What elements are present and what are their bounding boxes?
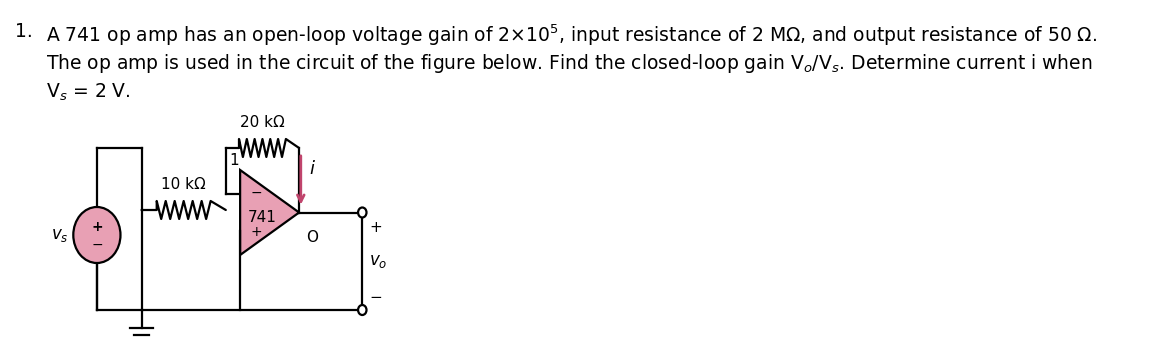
Text: $v_o$: $v_o$ — [369, 252, 387, 270]
Text: 741: 741 — [249, 210, 277, 225]
Text: $i$: $i$ — [310, 160, 317, 178]
Text: A 741 op amp has an open-loop voltage gain of 2$\times$10$^5$, input resistance : A 741 op amp has an open-loop voltage ga… — [47, 22, 1098, 48]
Text: $v_s$: $v_s$ — [50, 226, 68, 244]
Text: V$_s$ = 2 V.: V$_s$ = 2 V. — [47, 82, 131, 103]
Polygon shape — [240, 170, 299, 255]
Text: O: O — [306, 231, 318, 245]
Text: +: + — [91, 220, 103, 234]
Text: 20 kΩ: 20 kΩ — [240, 115, 285, 130]
Text: 1: 1 — [229, 153, 239, 168]
Circle shape — [358, 305, 366, 315]
Text: +: + — [369, 221, 381, 236]
Text: The op amp is used in the circuit of the figure below. Find the closed-loop gain: The op amp is used in the circuit of the… — [47, 52, 1093, 75]
Text: 1.: 1. — [15, 22, 33, 41]
Text: −: − — [250, 186, 262, 200]
Text: −: − — [91, 238, 103, 252]
Circle shape — [358, 207, 366, 218]
Circle shape — [73, 207, 121, 263]
Text: 10 kΩ: 10 kΩ — [162, 177, 206, 192]
Text: +: + — [250, 225, 262, 239]
Text: −: − — [369, 290, 381, 306]
